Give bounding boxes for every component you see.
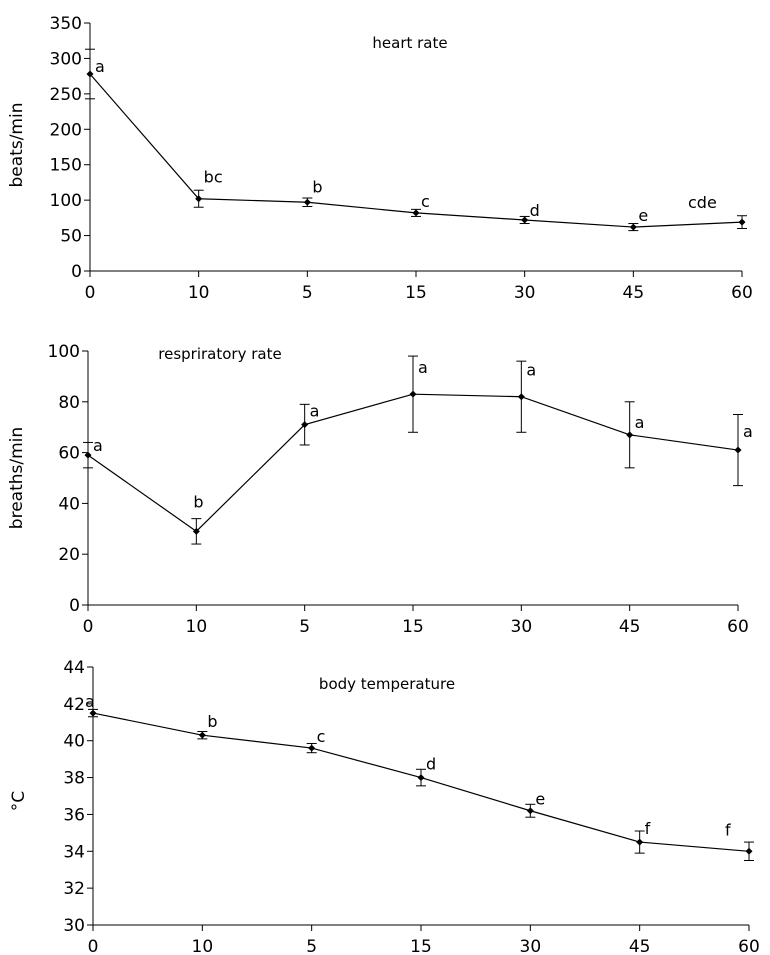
x-tick-label: 15 [405, 283, 427, 303]
chart-panel-3: 30 32 34 36 38 40 42 44 0 10 5 15 30 45 60 a b c d e f f body … [9, 658, 760, 955]
y-tick-label: 80 [58, 393, 80, 413]
chart-title: body temperature [319, 675, 455, 693]
significance-letter: e [638, 206, 648, 225]
significance-letter: f [645, 819, 651, 838]
significance-letter: c [421, 192, 430, 211]
significance-letter: d [530, 201, 540, 220]
significance-letter: bc [204, 168, 223, 187]
y-tick-label: 50 [60, 227, 82, 247]
data-point [89, 709, 97, 717]
data-point [745, 847, 753, 855]
x-tick-label: 30 [511, 617, 533, 637]
y-tick-label: 42 [63, 695, 85, 715]
significance-letter: cde [688, 193, 717, 212]
y-tick-label: 34 [63, 842, 85, 862]
y-axis-label: breaths/min [7, 427, 27, 529]
y-tick-label: 200 [50, 120, 82, 140]
x-tick-label: 45 [619, 617, 641, 637]
data-point [521, 216, 529, 224]
y-tick-label: 250 [50, 85, 82, 105]
significance-letter: a [310, 402, 320, 421]
significance-letter: a [635, 413, 645, 432]
y-tick-label: 30 [63, 916, 85, 936]
significance-letter: b [207, 712, 217, 731]
x-tick-label: 0 [83, 617, 94, 637]
y-tick-label: 20 [58, 545, 80, 565]
y-tick-label: 40 [63, 732, 85, 752]
data-point [412, 209, 420, 217]
significance-letter: f [725, 820, 731, 839]
data-point [198, 731, 206, 739]
y-tick-label: 0 [71, 262, 82, 282]
significance-letter: a [93, 436, 103, 455]
significance-letter: e [535, 790, 545, 809]
significance-letter: a [526, 361, 536, 380]
y-tick-label: 38 [63, 769, 85, 789]
y-tick-label: 300 [50, 49, 82, 69]
data-point [417, 774, 425, 782]
data-point [629, 223, 637, 231]
y-axis-label: beats/min [7, 103, 27, 188]
data-point [636, 838, 644, 846]
x-tick-label: 5 [299, 617, 310, 637]
y-tick-label: 350 [50, 14, 82, 34]
x-tick-label: 30 [520, 937, 542, 955]
x-tick-label: 60 [727, 617, 749, 637]
y-tick-label: 0 [69, 596, 80, 616]
chart-panel-2: 0 20 40 60 80 100 0 10 5 15 30 45 60 a b a a a a a resprirat… [7, 342, 753, 637]
significance-letter: b [312, 177, 322, 196]
x-tick-label: 10 [188, 283, 210, 303]
data-point [195, 195, 203, 203]
significance-letter: a [418, 358, 428, 377]
data-point [301, 421, 309, 429]
significance-letter: a [743, 422, 753, 441]
x-tick-label: 5 [302, 283, 313, 303]
x-tick-label: 10 [192, 937, 214, 955]
chart-title: respriratory rate [158, 345, 281, 363]
significance-letter: d [426, 755, 436, 774]
significance-letter: a [85, 692, 95, 711]
y-tick-label: 44 [63, 658, 85, 678]
data-point [192, 527, 200, 535]
data-point [526, 807, 534, 815]
y-tick-label: 100 [48, 342, 80, 362]
series-line [89, 73, 743, 228]
y-axis-label: °C [9, 791, 29, 811]
x-tick-label: 45 [623, 283, 645, 303]
x-tick-label: 60 [738, 937, 760, 955]
y-tick-label: 40 [58, 494, 80, 514]
x-tick-label: 60 [731, 283, 753, 303]
significance-letter: c [317, 727, 326, 746]
y-tick-label: 36 [63, 805, 85, 825]
y-tick-label: 32 [63, 879, 85, 899]
data-point [84, 451, 92, 459]
data-point [734, 446, 742, 454]
data-point [86, 70, 94, 78]
x-tick-label: 30 [514, 283, 536, 303]
x-tick-label: 0 [85, 283, 96, 303]
data-point [626, 431, 634, 439]
significance-letter: b [193, 492, 203, 511]
chart-title: heart rate [372, 34, 447, 52]
x-tick-label: 45 [629, 937, 651, 955]
data-point [409, 390, 417, 398]
data-point [308, 744, 316, 752]
x-tick-label: 0 [88, 937, 99, 955]
y-tick-label: 60 [58, 444, 80, 464]
x-tick-label: 15 [402, 617, 424, 637]
y-tick-label: 100 [50, 191, 82, 211]
y-tick-label: 150 [50, 156, 82, 176]
x-tick-label: 15 [410, 937, 432, 955]
x-tick-label: 10 [186, 617, 208, 637]
data-point [303, 198, 311, 206]
significance-letter: a [95, 57, 105, 76]
x-tick-label: 5 [306, 937, 317, 955]
data-point [517, 393, 525, 401]
data-point [738, 218, 746, 226]
